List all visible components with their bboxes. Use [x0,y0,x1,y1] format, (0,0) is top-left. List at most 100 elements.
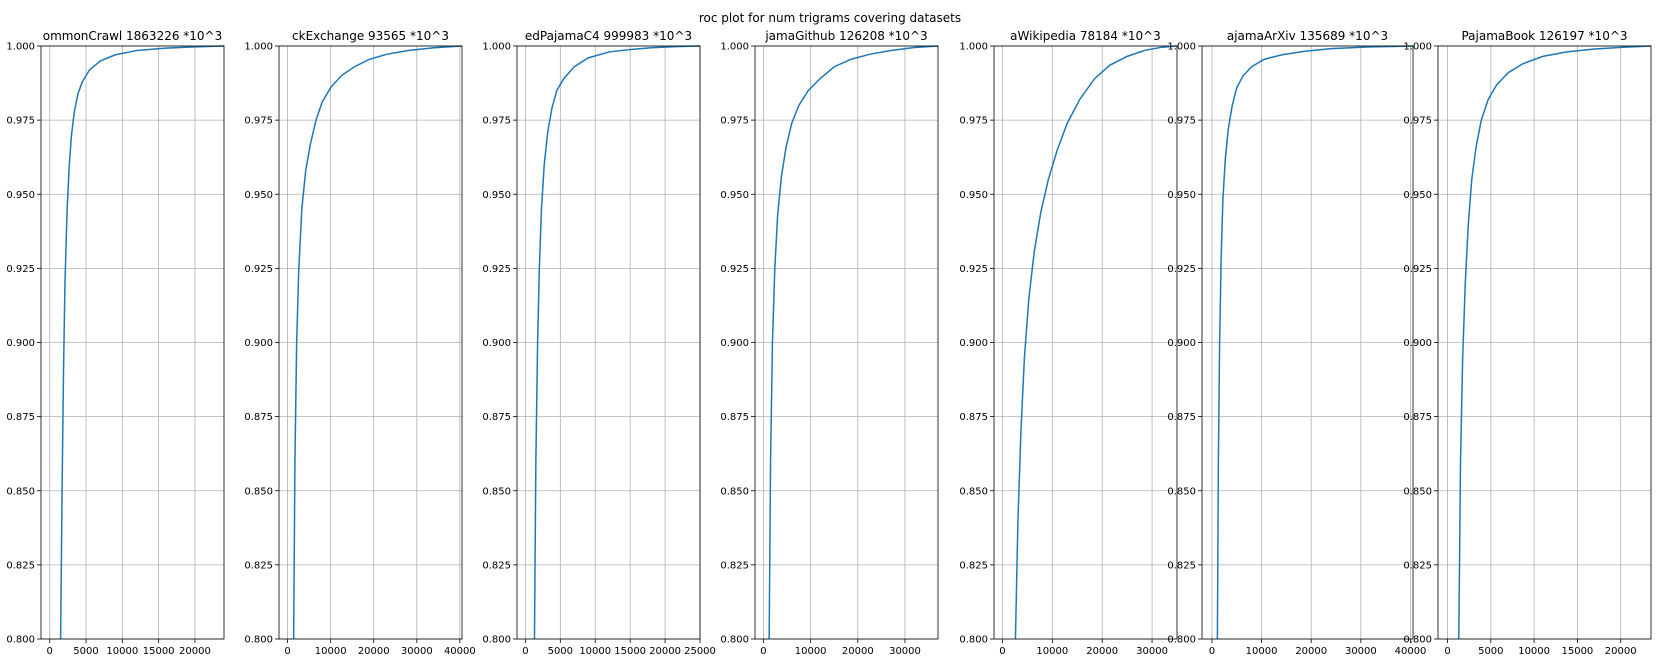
y-tick-label: 0.800 [720,635,749,646]
y-tick-label: 0.875 [482,412,511,423]
subplot-7: 0 5000 10000 15000 20000 0.800 0.825 0.850 0.875… [1403,29,1652,657]
y-tick-label: 0.800 [6,635,35,646]
x-tick-label: 15000 [1561,646,1593,657]
y-tick-label: 0.975 [6,116,35,127]
x-tick-label: 10000 [1246,646,1278,657]
y-tick-label: 1.000 [720,42,749,53]
gridlines [1202,45,1413,640]
figure-suptitle: roc plot for num trigrams covering datas… [699,11,961,25]
x-tick-label: 5000 [73,646,98,657]
x-tick-label: 5000 [548,646,573,657]
y-tick-label: 0.950 [244,190,273,201]
x-tick-label: 15000 [614,646,646,657]
x-tick-label: 10000 [106,646,138,657]
roc-curve-line [1216,45,1414,640]
x-tick-label: 15000 [143,646,175,657]
y-tick-label: 0.825 [244,560,273,571]
roc-curve-line [533,45,701,640]
x-tick-label: 0 [1444,646,1450,657]
y-tick-label: 1.000 [6,42,35,53]
y-tick-label: 1.000 [1403,42,1432,53]
y-tick-label: 0.850 [959,486,988,497]
x-tick-label: 20000 [649,646,681,657]
y-tick-label: 0.900 [1167,338,1196,349]
roc-curve-line [59,45,225,640]
y-tick-label: 0.850 [482,486,511,497]
x-tick-label: 0 [1209,646,1215,657]
y-tick-label: 0.825 [6,560,35,571]
roc-curve-line [292,45,463,640]
y-tick-label: 0.800 [244,635,273,646]
y-tick-label: 0.900 [1403,338,1432,349]
gridlines [755,45,938,640]
x-tick-label: 30000 [401,646,433,657]
y-tick-label: 1.000 [482,42,511,53]
y-tick-label: 0.800 [482,635,511,646]
y-tick-label: 0.800 [1403,635,1432,646]
y-tick-label: 0.850 [720,486,749,497]
y-tick-label: 0.900 [959,338,988,349]
subplot-panels: 0 5000 10000 15000 200000.8000.8250.8500.875… [6,29,1652,657]
y-tick-label: 0.825 [959,560,988,571]
gridlines [1438,45,1651,640]
y-tick-label: 0.875 [244,412,273,423]
y-tick-label: 0.825 [482,560,511,571]
x-tick-label: 30000 [1345,646,1377,657]
subplot-2: 0 10000 20000 30000 40000 0.800 0.825 0.850 0.87… [244,29,475,657]
subplot-title: PajamaBook 126197 *10^3 [1461,29,1627,43]
y-tick-label: 0.975 [244,116,273,127]
x-tick-label: 20000 [358,646,390,657]
y-tick-label: 0.875 [1167,412,1196,423]
y-tick-label: 0.825 [720,560,749,571]
x-tick-label: 30000 [1136,646,1168,657]
y-tick-label: 0.975 [720,116,749,127]
y-tick-label: 0.900 [482,338,511,349]
y-tick-label: 0.850 [1167,486,1196,497]
x-tick-label: 20000 [1605,646,1637,657]
y-tick-label: 0.925 [244,264,273,275]
y-tick-label: 0.975 [482,116,511,127]
y-tick-label: 0.925 [720,264,749,275]
y-tick-label: 0.900 [720,338,749,349]
gridlines [41,45,224,640]
y-tick-label: 0.800 [1167,635,1196,646]
y-tick-label: 0.950 [959,190,988,201]
x-tick-label: 5000 [1478,646,1503,657]
y-tick-label: 0.850 [1403,486,1432,497]
x-tick-label: 20000 [842,646,874,657]
y-tick-label: 0.950 [1167,190,1196,201]
y-tick-label: 0.875 [6,412,35,423]
x-tick-label: 25000 [684,646,716,657]
subplot-1: 0 5000 10000 15000 20000 0.800 0.825 0.850 0.875… [6,29,225,657]
x-tick-label: 10000 [1518,646,1550,657]
subplot-6: 0 10000 20000 30000 40000 0.800 0.825 0.850 0.87… [1167,29,1426,657]
x-tick-label: 10000 [579,646,611,657]
x-tick-label: 0 [284,646,290,657]
x-tick-label: 30000 [889,646,921,657]
y-tick-label: 0.950 [1403,190,1432,201]
roc-curve-line [1014,45,1178,640]
x-tick-label: 0 [999,646,1005,657]
subplot-3: 0 5000 10000 15000 20000 25000 0.800 0.825 0.850… [482,29,716,657]
y-tick-label: 0.925 [1403,264,1432,275]
y-tick-label: 0.900 [6,338,35,349]
x-tick-label: 0 [47,646,53,657]
y-tick-label: 0.825 [1167,560,1196,571]
y-tick-label: 1.000 [244,42,273,53]
y-tick-label: 0.850 [6,486,35,497]
y-tick-label: 0.950 [6,190,35,201]
x-tick-label: 0 [760,646,766,657]
y-tick-label: 0.950 [720,190,749,201]
y-tick-label: 0.925 [1167,264,1196,275]
y-tick-label: 0.900 [244,338,273,349]
subplot-title: aWikipedia 78184 *10^3 [1010,29,1161,43]
gridlines [517,45,701,640]
subplot-title: ckExchange 93565 *10^3 [292,29,449,43]
y-tick-label: 0.800 [959,635,988,646]
y-tick-label: 0.875 [1403,412,1432,423]
x-tick-label: 20000 [179,646,211,657]
subplot-title: edPajamaC4 999983 *10^3 [525,29,692,43]
y-tick-label: 0.975 [959,116,988,127]
x-tick-label: 0 [522,646,528,657]
roc-curve-line [1458,45,1652,640]
